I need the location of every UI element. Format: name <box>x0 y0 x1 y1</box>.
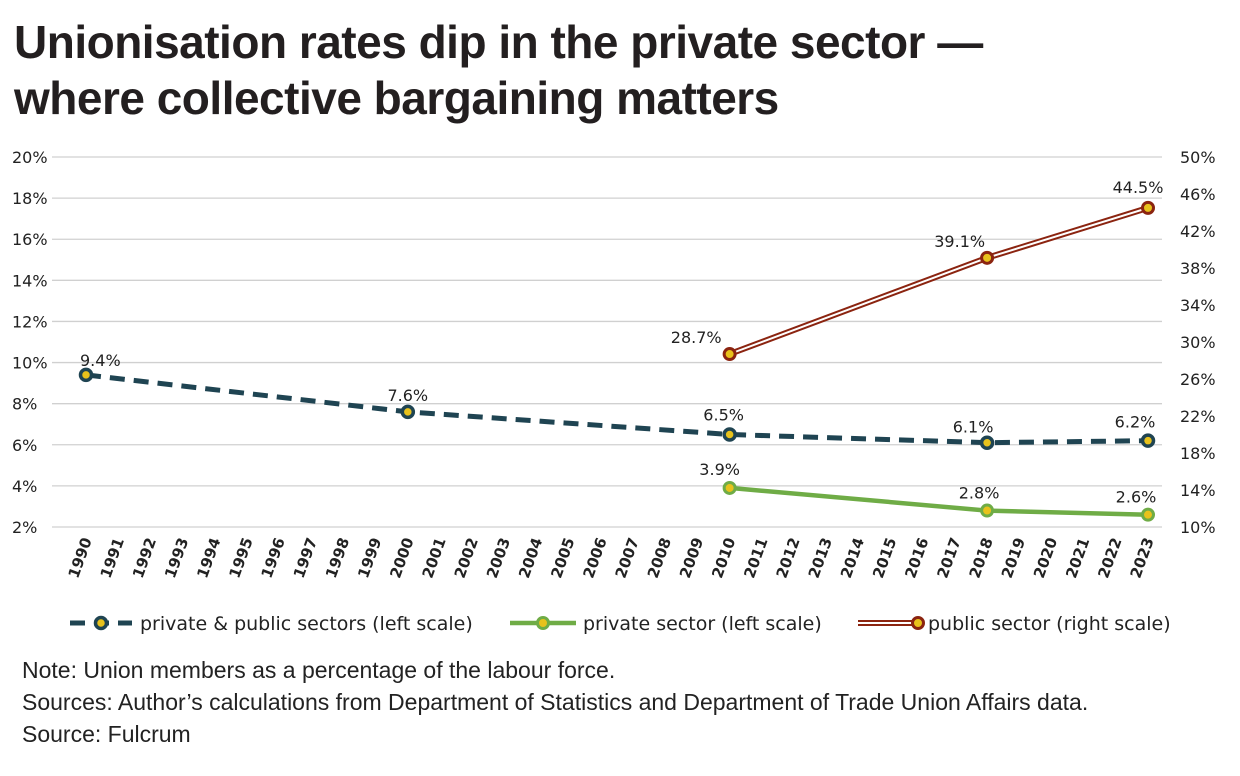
note-text: Note: Union members as a percentage of t… <box>22 657 616 683</box>
left-tick-label-20: 20% <box>12 148 48 167</box>
left-tick-label-12: 12% <box>12 312 48 331</box>
left-tick-label-14: 14% <box>12 271 48 290</box>
x-tick-label-2022: 2022 <box>1094 535 1125 580</box>
right-tick-label-14: 14% <box>1180 481 1216 500</box>
x-tick-label-2012: 2012 <box>773 535 804 580</box>
x-tick-label-2021: 2021 <box>1062 535 1093 580</box>
series-total-marker-2018 <box>979 435 995 450</box>
x-tick-label-2023: 2023 <box>1127 535 1158 580</box>
right-tick-label-22: 22% <box>1180 407 1216 426</box>
x-tick-label-2000: 2000 <box>386 535 417 580</box>
series-total-marker-2000 <box>400 404 416 420</box>
right-tick-label-50: 50% <box>1180 148 1216 167</box>
series-public-label-2018: 39.1% <box>934 232 985 251</box>
credit-text: Source: Fulcrum <box>22 721 191 747</box>
x-tick-label-1999: 1999 <box>354 535 385 580</box>
x-tick-label-2007: 2007 <box>612 535 643 580</box>
left-tick-label-2: 2% <box>12 518 37 537</box>
x-tick-label-2020: 2020 <box>1030 535 1061 580</box>
chart-title-line-1: Unionisation rates dip in the private se… <box>14 16 983 68</box>
x-tick-label-2008: 2008 <box>644 535 675 580</box>
x-tick-label-1998: 1998 <box>322 535 353 580</box>
left-tick-label-18: 18% <box>12 189 48 208</box>
left-tick-label-6: 6% <box>12 436 37 455</box>
x-tick-label-1992: 1992 <box>129 535 160 580</box>
x-tick-label-1990: 1990 <box>65 535 96 580</box>
x-tick-label-2011: 2011 <box>740 535 771 580</box>
x-tick-label-2016: 2016 <box>901 535 932 580</box>
left-tick-label-10: 10% <box>12 354 48 373</box>
x-tick-label-1997: 1997 <box>290 535 321 580</box>
x-tick-label-1996: 1996 <box>258 535 289 580</box>
legend-private-label: private sector (left scale) <box>583 613 822 635</box>
left-tick-label-4: 4% <box>12 477 37 496</box>
right-tick-label-26: 26% <box>1180 370 1216 389</box>
series-private-marker-2010 <box>722 480 737 495</box>
series-total-marker-1990 <box>78 367 94 383</box>
x-tick-label-2004: 2004 <box>515 535 546 580</box>
series-private-marker-2018 <box>980 503 995 518</box>
series-private-marker-2023 <box>1141 507 1155 522</box>
series-total-marker-2023 <box>1140 433 1156 448</box>
right-tick-label-30: 30% <box>1180 333 1216 352</box>
right-tick-label-34: 34% <box>1180 296 1216 315</box>
x-tick-label-1994: 1994 <box>193 535 224 580</box>
x-tick-label-2002: 2002 <box>451 535 482 580</box>
series-public-marker-2023 <box>1141 200 1155 215</box>
line-chart: 2% 4% 6% 8% 10% 12% 14% 16% 18% 20% 10% 14% 18% 22% 26… <box>12 148 1216 635</box>
series-public-label-2010: 28.7% <box>671 328 722 347</box>
series-public-label-2023: 44.5% <box>1113 178 1164 197</box>
x-tick-label-2005: 2005 <box>547 535 578 580</box>
legend-private-marker <box>536 616 550 630</box>
legend-total-marker <box>93 615 109 631</box>
chart-notes: Note: Union members as a percentage of t… <box>22 654 1232 750</box>
series-total-label-2023: 6.2% <box>1115 413 1156 432</box>
chart-title: Unionisation rates dip in the private se… <box>14 14 1224 126</box>
x-tick-label-2010: 2010 <box>708 535 739 580</box>
x-tick-label-2006: 2006 <box>579 535 610 580</box>
legend-public-marker <box>911 616 925 630</box>
series-private-label-2023: 2.6% <box>1116 488 1157 507</box>
x-tick-label-2003: 2003 <box>483 535 514 580</box>
x-tick-label-2009: 2009 <box>676 535 707 580</box>
right-tick-label-10: 10% <box>1180 518 1216 537</box>
x-tick-label-2017: 2017 <box>933 535 964 580</box>
left-tick-label-8: 8% <box>12 395 37 414</box>
series-total-label-2000: 7.6% <box>387 386 428 405</box>
series-total-label-2018: 6.1% <box>953 418 994 437</box>
series-public-marker-2010 <box>722 347 737 362</box>
left-tick-label-16: 16% <box>12 230 48 249</box>
x-tick-label-1991: 1991 <box>97 535 128 580</box>
x-tick-label-2014: 2014 <box>837 535 868 580</box>
series-total-label-2010: 6.5% <box>703 406 744 425</box>
x-tick-label-1995: 1995 <box>225 535 256 580</box>
x-tick-label-2015: 2015 <box>869 535 900 580</box>
series-public-marker-2018 <box>980 250 995 265</box>
right-tick-label-42: 42% <box>1180 222 1216 241</box>
series-private-line <box>729 485 1149 517</box>
x-tick-label-2019: 2019 <box>998 535 1029 580</box>
right-tick-label-38: 38% <box>1180 259 1216 278</box>
legend-public-label: public sector (right scale) <box>928 613 1171 635</box>
series-private-label-2018: 2.8% <box>959 484 1000 503</box>
x-tick-label-1993: 1993 <box>161 535 192 580</box>
right-tick-label-46: 46% <box>1180 185 1216 204</box>
x-tick-label-2001: 2001 <box>419 535 450 580</box>
x-tick-label-2013: 2013 <box>805 535 836 580</box>
legend-total-label: private & public sectors (left scale) <box>140 613 473 635</box>
series-total-label-1990: 9.4% <box>80 351 121 370</box>
x-tick-label-2018: 2018 <box>966 535 997 580</box>
series-total-marker-2010 <box>722 427 737 442</box>
chart-title-line-2: where collective bargaining matters <box>14 72 779 124</box>
sources-text: Sources: Author’s calculations from Depa… <box>22 689 1089 715</box>
series-private-label-2010: 3.9% <box>699 460 740 479</box>
right-tick-label-18: 18% <box>1180 444 1216 463</box>
